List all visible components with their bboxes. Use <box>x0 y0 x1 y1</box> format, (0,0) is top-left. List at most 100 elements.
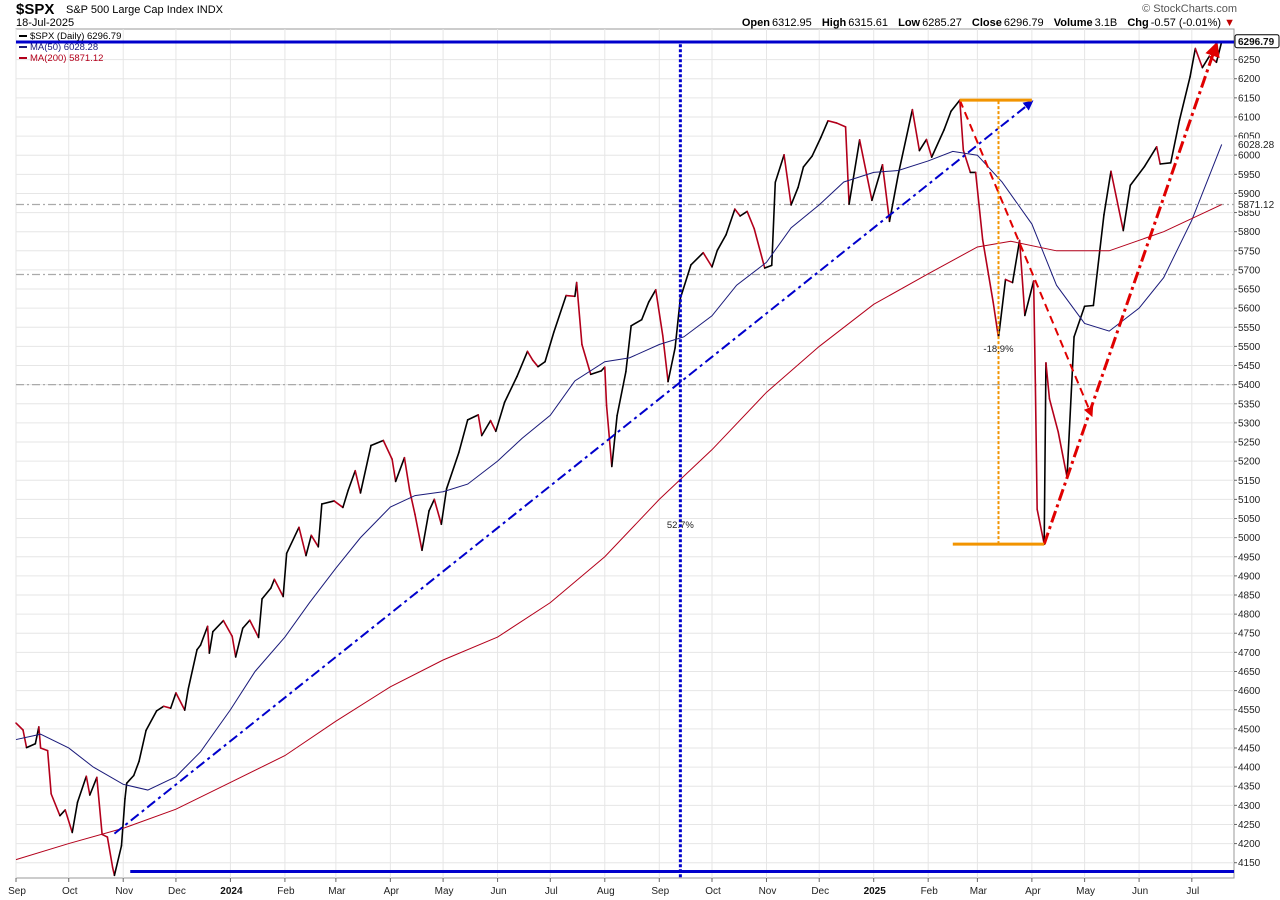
y-tick-label: 5750 <box>1238 246 1261 257</box>
price-segment <box>1018 239 1026 317</box>
stockcharts-brand[interactable]: © StockCharts.com <box>1142 3 1237 15</box>
price-segment <box>257 598 263 639</box>
x-tick-label: Mar <box>970 886 988 897</box>
price-segment <box>763 264 773 269</box>
x-tick-label: Jun <box>491 886 507 897</box>
ma200-line <box>15 204 1222 861</box>
price-segment <box>589 370 603 376</box>
y-tick-label: 5050 <box>1238 514 1261 525</box>
price-segment <box>716 233 727 252</box>
x-axis: Sep Oct Nov Dec 2024 Feb Mar Apr May Jun Jul Aug Sep… <box>8 878 1199 897</box>
price-segment <box>581 343 592 376</box>
price-segment <box>739 210 748 217</box>
price-segment <box>881 163 891 223</box>
y-tick-label: 6050 <box>1238 132 1261 143</box>
x-tick-label: Mar <box>328 886 346 897</box>
price-segment <box>1122 184 1132 232</box>
low-value: 6285.27 <box>922 17 962 29</box>
price-segment <box>421 510 430 552</box>
price-segment <box>1178 76 1191 121</box>
x-tick-label: May <box>1076 886 1095 897</box>
x-tick-label: Nov <box>759 886 777 897</box>
price-segment <box>477 414 483 437</box>
price-segment <box>428 498 436 512</box>
price-segment <box>802 155 813 168</box>
price-segment <box>15 722 24 731</box>
x-tick-label: Aug <box>597 886 615 897</box>
price-segment <box>96 776 103 836</box>
y-tick-label: 5100 <box>1238 495 1261 506</box>
price-segment <box>950 99 961 113</box>
y-tick-label: 6250 <box>1238 55 1261 66</box>
price-segment <box>690 251 705 266</box>
price-segment <box>46 749 52 795</box>
price-segment <box>38 726 42 749</box>
close-value: 6296.79 <box>1003 17 1044 29</box>
price-segment <box>858 139 873 202</box>
chg-label: Chg <box>1127 17 1149 29</box>
y-tick-label: 6150 <box>1238 93 1261 104</box>
price-segment <box>39 747 49 752</box>
chart-header: $SPX S&P 500 Large Cap Index INDX 18-Jul… <box>0 0 1280 30</box>
price-segment <box>382 439 393 461</box>
price-segment <box>746 210 755 230</box>
open-label: Open <box>741 17 770 29</box>
price-segment <box>50 793 61 817</box>
price-segment <box>1045 362 1051 400</box>
price-segment <box>770 181 777 267</box>
y-tick-label: 4350 <box>1238 782 1261 793</box>
y-tick-label: 4300 <box>1238 801 1261 812</box>
x-tick-label: 2024 <box>220 886 243 897</box>
price-segment <box>458 419 469 454</box>
price-segment <box>208 630 214 654</box>
price-segment <box>101 833 109 838</box>
price-segment <box>125 774 135 784</box>
y-tick-label: 4500 <box>1238 724 1261 735</box>
exchange-label: INDX <box>196 4 223 16</box>
x-tick-label: Nov <box>115 886 133 897</box>
price-segment <box>480 419 492 437</box>
price-segment <box>667 347 676 383</box>
price-segment <box>466 414 480 421</box>
chart-annotations: 52.7% -18.9% <box>16 40 1234 878</box>
y-tick-label: 5300 <box>1238 418 1261 429</box>
low-label: Low <box>898 17 921 29</box>
price-segment <box>196 644 202 651</box>
price-segment <box>630 318 643 327</box>
y-tick-label: 6200 <box>1238 74 1261 85</box>
annotation-label: 52.7% <box>667 520 694 531</box>
plot-frame <box>15 28 1235 879</box>
price-segment <box>848 139 861 205</box>
annotation-trend <box>1042 41 1220 545</box>
price-segment <box>248 619 260 639</box>
y-tick-label: 4650 <box>1238 667 1261 678</box>
price-segment <box>997 278 1007 339</box>
price-segment <box>231 635 237 658</box>
price-segment <box>241 619 251 630</box>
ohlc-readout: Open 6312.95 High 6315.61 Low 6285.27 Close… <box>735 17 1235 29</box>
price-segment <box>270 578 276 589</box>
price-segment <box>943 110 952 131</box>
price-segment <box>753 227 766 269</box>
price-segment <box>603 366 608 407</box>
price-segment <box>1066 336 1075 479</box>
y-tick-label: 5850 <box>1238 208 1261 219</box>
price-segment <box>199 625 209 646</box>
price-segment <box>347 469 357 492</box>
x-tick-label: Jun <box>1132 886 1148 897</box>
price-segment <box>1092 214 1105 307</box>
y-tick-label: 4450 <box>1238 743 1261 754</box>
last-value-bg <box>1235 138 1279 151</box>
price-segment <box>414 513 423 552</box>
y-tick-label: 4950 <box>1238 552 1261 563</box>
price-segment <box>391 458 397 483</box>
price-segment <box>124 782 128 800</box>
price-segment <box>962 149 972 174</box>
price-segment <box>654 289 664 337</box>
price-segment <box>734 208 741 217</box>
price-segment <box>187 648 198 690</box>
symbol-title[interactable]: $SPX <box>16 1 55 18</box>
price-segment <box>310 534 320 548</box>
